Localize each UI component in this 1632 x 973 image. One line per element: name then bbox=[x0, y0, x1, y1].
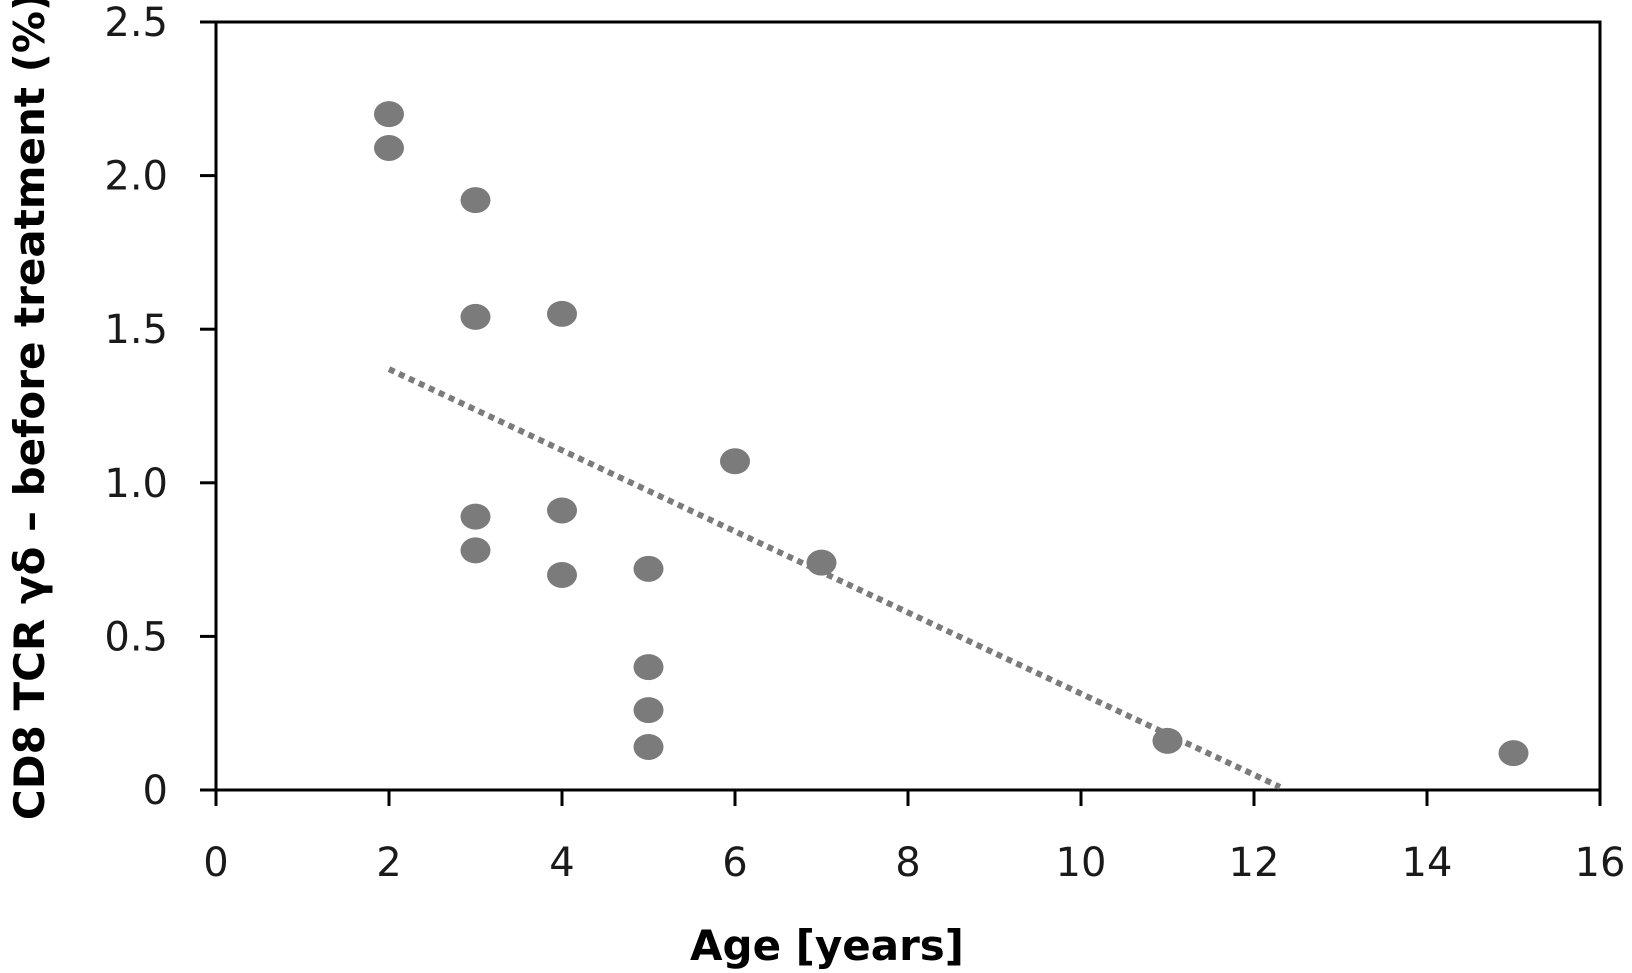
data-point bbox=[547, 300, 577, 327]
y-tick-label: 0.5 bbox=[104, 614, 168, 660]
x-tick-label: 4 bbox=[549, 840, 574, 886]
x-tick-label: 0 bbox=[203, 840, 228, 886]
data-point bbox=[374, 101, 404, 128]
y-tick-label: 2.0 bbox=[104, 154, 168, 200]
x-tick-label: 8 bbox=[895, 840, 920, 886]
data-point bbox=[806, 549, 837, 576]
y-tick-label: 1.0 bbox=[104, 461, 168, 507]
x-tick-label: 6 bbox=[722, 840, 747, 886]
x-tick-label: 12 bbox=[1229, 840, 1280, 886]
data-point bbox=[460, 187, 491, 214]
data-point bbox=[633, 654, 664, 681]
data-point bbox=[547, 561, 577, 588]
data-point bbox=[633, 697, 664, 724]
data-point bbox=[460, 503, 491, 530]
trendline bbox=[387, 366, 1282, 790]
plot-frame bbox=[214, 20, 1602, 792]
x-axis-title: Age [years] bbox=[690, 921, 964, 970]
data-point bbox=[374, 134, 404, 161]
y-tick-label: 1.5 bbox=[104, 307, 168, 353]
data-point bbox=[460, 537, 491, 564]
data-point bbox=[720, 448, 750, 475]
data-point bbox=[1498, 740, 1529, 767]
data-points bbox=[374, 101, 1529, 767]
y-axis-title: CD8 TCR γδ – before treatment (%) bbox=[5, 0, 54, 820]
y-tick-label: 2.5 bbox=[104, 0, 168, 46]
x-tick-label: 2 bbox=[376, 840, 401, 886]
data-point bbox=[547, 497, 577, 524]
y-axis: 0 0.5 1.0 1.5 2.0 2.5 bbox=[104, 0, 216, 814]
x-tick-label: 16 bbox=[1575, 840, 1626, 886]
y-tick-label: 0 bbox=[143, 768, 168, 814]
data-point bbox=[460, 303, 491, 330]
data-point bbox=[633, 555, 664, 582]
data-point bbox=[633, 733, 664, 760]
x-tick-label: 14 bbox=[1402, 840, 1453, 886]
x-tick-label: 10 bbox=[1056, 840, 1107, 886]
data-point bbox=[1152, 727, 1183, 754]
x-axis: 0 2 4 6 8 10 12 14 16 bbox=[203, 790, 1625, 886]
